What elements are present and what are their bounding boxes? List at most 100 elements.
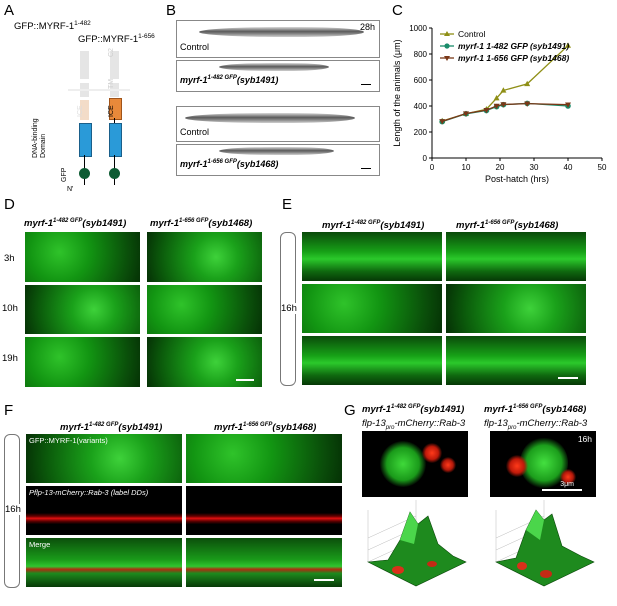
- data-point: [524, 80, 531, 87]
- label-tm: TM: [108, 78, 115, 89]
- construct-diagram: [20, 45, 140, 195]
- time-label-f: 16h: [5, 504, 21, 515]
- legend-marker: [444, 31, 450, 36]
- scale-bar-e: [558, 377, 578, 379]
- panel-f-letter: F: [4, 402, 14, 419]
- micrograph-e-3a: [302, 336, 442, 385]
- micrograph-e-1a: [302, 232, 442, 281]
- x-tick-label: 40: [564, 163, 573, 172]
- panel-b-letter: B: [166, 2, 177, 19]
- row-label-19h: 19h: [2, 353, 18, 364]
- growth-chart: 0 10 20 30 40 50 0 200 400 600 800 1000 Post-hatch (…: [392, 24, 607, 184]
- row-label-control-1: Control: [180, 42, 210, 52]
- panel-g-col1-header: myrf-11-482 GFP(syb1491): [362, 404, 465, 416]
- row-label-control-2: Control: [180, 127, 210, 137]
- micrograph-d-10h-a: [25, 285, 140, 334]
- y-tick-label: 600: [414, 76, 428, 85]
- micrograph-f-merge-b: [186, 538, 342, 587]
- micrograph-f-merge-a: Merge: [26, 538, 182, 587]
- scale-bar-d: [236, 379, 254, 381]
- panel-e-letter: E: [282, 196, 293, 213]
- y-tick-label: 400: [414, 102, 428, 111]
- row-label-mutant-1: myrf-11-482 GFP(syb1491): [180, 75, 279, 85]
- ice-domain-faded: [80, 100, 89, 120]
- micrograph-g-b: 16h 3μm: [490, 431, 596, 497]
- dna-binding-domain-1: [79, 123, 92, 157]
- y-tick-label: 800: [414, 50, 428, 59]
- construct-1-title: GFP::MYRF-11-482: [14, 20, 91, 33]
- label-dna-binding-domain: DNA-binding Domain: [32, 118, 47, 158]
- micrograph-f-gfp-a: GFP::MYRF-1(variants): [26, 434, 182, 483]
- time-label-e: 16h: [281, 303, 297, 314]
- dna-binding-domain-2: [109, 123, 122, 157]
- gfp-circle-1: [79, 168, 90, 179]
- micrograph-d-10h-b: [147, 285, 262, 334]
- legend-marker: [444, 56, 450, 61]
- x-tick-label: 0: [430, 163, 435, 172]
- micrograph-e-2a: [302, 284, 442, 333]
- legend-label: myrf-1 1-482 GFP (syb1491): [458, 41, 569, 51]
- panel-g-col1-sub: flp-13pro-mCherry::Rab-3: [362, 418, 466, 431]
- panel-d-col1-header: myrf-11-482 GFP(syb1491): [24, 218, 127, 230]
- panel-c-letter: C: [392, 2, 403, 19]
- row-label-mutant-2: myrf-11-656 GFP(syb1468): [180, 159, 279, 169]
- row-label-merge: Merge: [29, 540, 51, 549]
- micrograph-d-19h-a: [25, 337, 140, 387]
- panel-g-col2-header: myrf-11-656 GFP(syb1468): [484, 404, 587, 416]
- panel-e-col1-header: myrf-11-482 GFP(syb1491): [322, 220, 425, 232]
- scale-label-g: 3μm: [560, 481, 574, 488]
- micrograph-d-3h-b: [147, 232, 262, 282]
- x-tick-label: 10: [462, 163, 471, 172]
- y-tick-label: 200: [414, 128, 428, 137]
- y-tick-label: 0: [423, 154, 428, 163]
- data-point: [493, 103, 500, 110]
- micrograph-e-3b: [446, 336, 586, 385]
- row-label-gfp: GFP::MYRF-1(variants): [29, 436, 108, 445]
- c2-domain-faded-2: [110, 51, 119, 79]
- worm-image-control-2: Control: [176, 106, 380, 142]
- time-label: 28h: [359, 22, 375, 32]
- data-point: [493, 95, 500, 101]
- micrograph-f-red-b: [186, 486, 342, 535]
- x-axis-label: Post-hatch (hrs): [485, 174, 549, 184]
- label-gfp: GFP: [61, 167, 68, 182]
- y-tick-label: 1000: [409, 24, 427, 33]
- micrograph-g-a: [362, 431, 468, 497]
- panel-a-letter: A: [4, 2, 15, 19]
- label-ice: ICE: [108, 105, 115, 117]
- panel-d-letter: D: [4, 196, 15, 213]
- micrograph-f-red-a: Pflp-13-mCherry::Rab-3 (label DDs): [26, 486, 182, 535]
- panel-d-col2-header: myrf-11-656 GFP(syb1468): [150, 218, 253, 230]
- micrograph-e-2b: [446, 284, 586, 333]
- legend-marker: [444, 43, 450, 49]
- worm-image-mutant-2: myrf-11-656 GFP(syb1468): [176, 144, 380, 176]
- data-point: [565, 42, 571, 48]
- worm-image-mutant-1: myrf-11-482 GFP(syb1491): [176, 60, 380, 92]
- x-tick-label: 50: [598, 163, 607, 172]
- row-label-mcherry: Pflp-13-mCherry::Rab-3 (label DDs): [29, 488, 149, 497]
- data-point: [500, 102, 507, 108]
- surface-plot-a: [366, 500, 467, 587]
- legend-label: Control: [458, 29, 486, 39]
- micrograph-e-1b: [446, 232, 586, 281]
- data-point: [500, 87, 507, 93]
- scale-bar-f: [314, 579, 334, 581]
- row-label-10h: 10h: [2, 303, 18, 314]
- panel-g-letter: G: [344, 402, 356, 419]
- membrane-line: [68, 89, 130, 91]
- row-label-3h: 3h: [4, 253, 15, 264]
- construct-2-title: GFP::MYRF-11-656: [78, 33, 155, 46]
- gfp-circle-2: [109, 168, 120, 179]
- panel-f-col1-header: myrf-11-482 GFP(syb1491): [60, 422, 163, 434]
- x-tick-label: 30: [530, 163, 539, 172]
- panel-e-col2-header: myrf-11-656 GFP(syb1468): [456, 220, 559, 232]
- ice-domain: [109, 98, 122, 120]
- worm-image-control-1: 28h Control: [176, 20, 380, 58]
- scale-bar-b2: [361, 168, 371, 169]
- label-c2: C2: [108, 48, 115, 57]
- data-point: [483, 107, 490, 114]
- data-point: [524, 101, 531, 107]
- data-point: [463, 111, 469, 117]
- micrograph-f-gfp-b: [186, 434, 342, 483]
- legend-label: myrf-1 1-656 GFP (syb1468): [458, 53, 569, 63]
